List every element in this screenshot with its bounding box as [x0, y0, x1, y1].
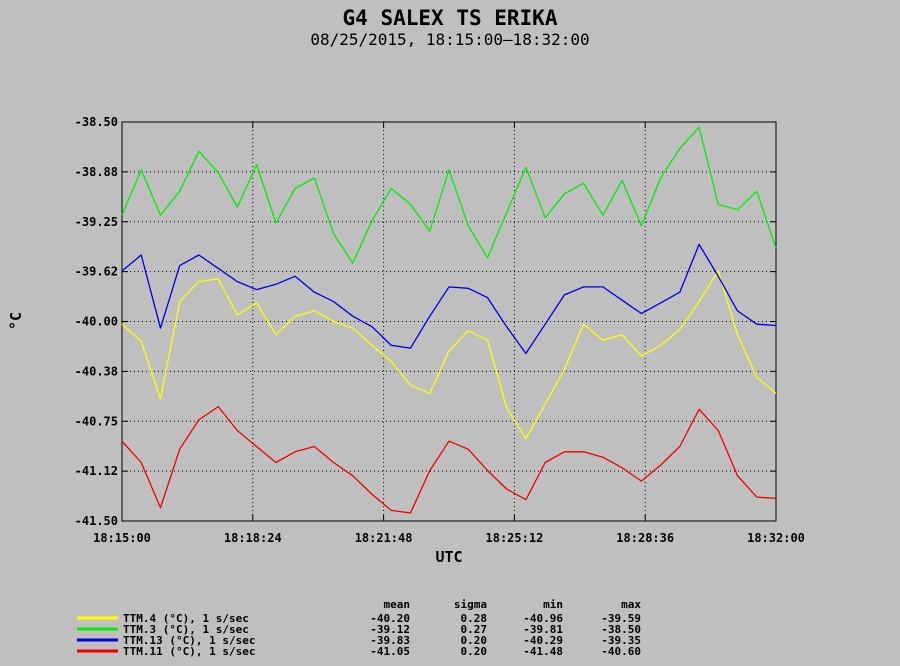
x-tick-label: 18:15:00	[93, 531, 151, 545]
y-tick-label: -39.25	[75, 215, 118, 229]
stats-header: mean	[384, 598, 411, 611]
legend-entry-name: TTM.3 (°C), 1 s/sec	[123, 623, 249, 636]
y-tick-label: -40.00	[75, 315, 118, 329]
stats-header: max	[621, 598, 641, 611]
stats-value: -40.96	[523, 612, 563, 625]
series-line-4	[121, 405, 777, 514]
y-tick-label: -38.50	[75, 115, 118, 129]
plot-area	[121, 121, 777, 522]
y-tick-label: -40.38	[75, 364, 118, 378]
stats-value: -40.20	[370, 612, 410, 625]
x-tick-label: 18:25:12	[486, 531, 544, 545]
stats-value: -39.59	[601, 612, 641, 625]
stats-header: sigma	[454, 598, 487, 611]
stats-value: 0.27	[461, 623, 488, 636]
stats-value: -39.83	[370, 634, 410, 647]
series-line-1	[121, 270, 777, 440]
series-line-3	[121, 243, 777, 355]
stats-value: -39.81	[523, 623, 563, 636]
x-tick-label: 18:32:00	[747, 531, 805, 545]
axis-ticks: -38.50 -38.88 -39.25 -39.62 -40.00 -40.38 -40.…	[75, 115, 805, 545]
stats-value: -41.48	[523, 645, 563, 658]
chart-title: G4 SALEX TS ERIKA	[343, 6, 558, 30]
x-axis-label: UTC	[435, 548, 462, 566]
x-tick-label: 18:18:24	[224, 531, 282, 545]
stats-value: -38.50	[601, 623, 641, 636]
x-tick-label: 18:28:36	[616, 531, 674, 545]
series-lines	[121, 126, 777, 514]
stats-value: 0.28	[461, 612, 488, 625]
y-tick-label: -41.12	[75, 464, 118, 478]
stats-value: -39.35	[601, 634, 641, 647]
y-tick-label: -40.75	[75, 414, 118, 428]
chart-subtitle: 08/25/2015, 18:15:00–18:32:00	[310, 30, 589, 49]
y-axis-label: °C	[7, 312, 25, 330]
grid	[122, 122, 776, 521]
stats-value: -39.12	[370, 623, 410, 636]
stats-value: 0.20	[461, 645, 488, 658]
series-line-2	[121, 126, 777, 264]
legend-entry-name: TTM.4 (°C), 1 s/sec	[123, 612, 249, 625]
legend: mean sigma min max TTM.4 (°C), 1 s/sec -40.20…	[77, 598, 641, 658]
y-tick-label: -39.62	[75, 265, 118, 279]
stats-value: -41.05	[370, 645, 410, 658]
stats-header: min	[543, 598, 563, 611]
legend-entry-name: TTM.11 (°C), 1 s/sec	[123, 645, 255, 658]
x-tick-label: 18:21:48	[355, 531, 413, 545]
stats-value: -40.60	[601, 645, 641, 658]
y-tick-label: -38.88	[75, 165, 118, 179]
stats-value: 0.20	[461, 634, 488, 647]
stats-value: -40.29	[523, 634, 563, 647]
legend-entry-name: TTM.13 (°C), 1 s/sec	[123, 634, 255, 647]
y-tick-label: -41.50	[75, 514, 118, 528]
